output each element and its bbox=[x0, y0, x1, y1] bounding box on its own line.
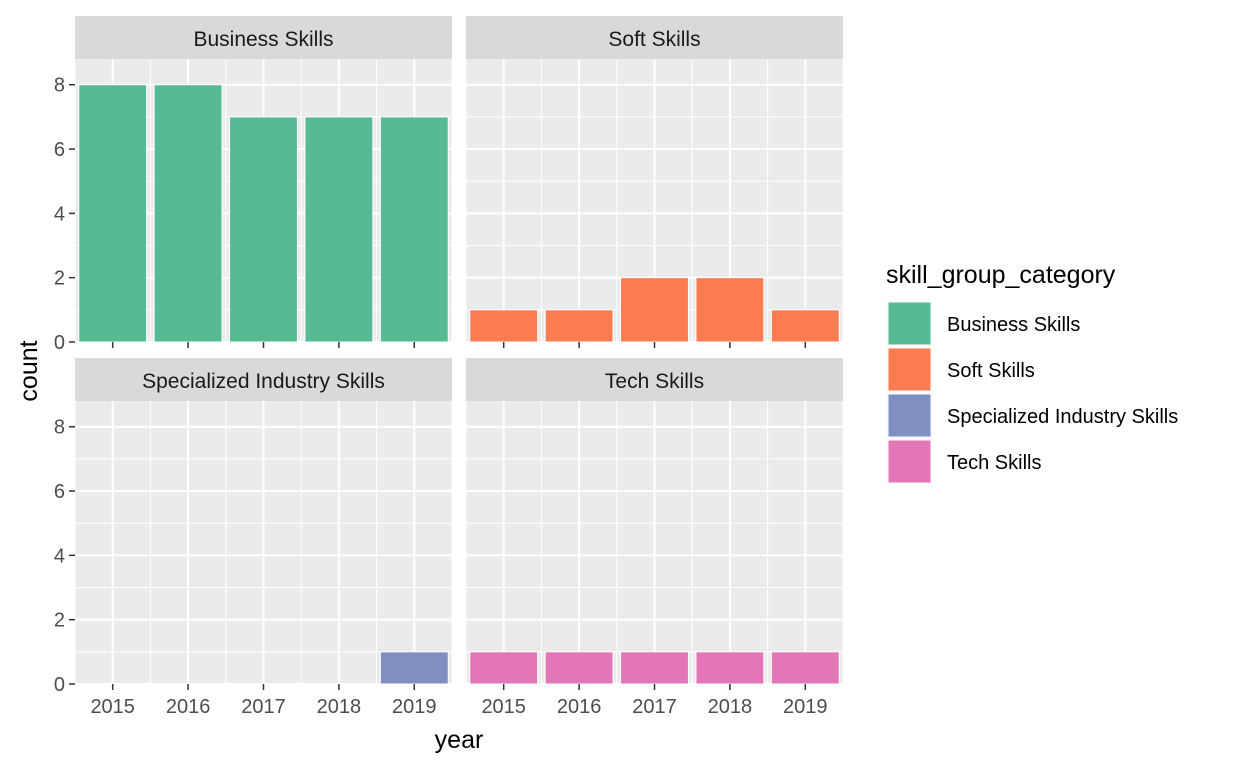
x-tick-label: 2016 bbox=[166, 696, 211, 718]
legend-swatch-specialized-industry-skills bbox=[887, 393, 932, 438]
facet-strip-label: Specialized Industry Skills bbox=[142, 370, 385, 393]
y-tick-label: 8 bbox=[54, 417, 65, 439]
bar-soft-skills-2015 bbox=[469, 309, 539, 343]
legend-label-specialized-industry-skills: Specialized Industry Skills bbox=[947, 406, 1178, 428]
legend-label-soft-skills: Soft Skills bbox=[947, 360, 1035, 382]
y-tick-label: 0 bbox=[54, 332, 65, 354]
bar-soft-skills-2017 bbox=[620, 277, 689, 343]
bar-soft-skills-2016 bbox=[544, 309, 614, 343]
bar-business-skills-2019 bbox=[379, 116, 449, 343]
legend-label-business-skills: Business Skills bbox=[947, 314, 1080, 336]
bar-business-skills-2016 bbox=[153, 84, 223, 343]
bar-soft-skills-2019 bbox=[770, 309, 840, 343]
y-axis-title: count bbox=[15, 340, 43, 401]
x-tick-label: 2017 bbox=[632, 696, 677, 718]
y-tick-label: 0 bbox=[54, 674, 65, 696]
bar-business-skills-2017 bbox=[229, 116, 298, 343]
panel-business-skills: Business Skills 0 2 4 6 8 bbox=[54, 16, 453, 354]
panel-specialized-industry-skills: Specialized Industry Skills 0 2 4 6 8 2015 2016… bbox=[54, 358, 453, 718]
bar-tech-skills-2019 bbox=[770, 651, 840, 685]
panel-soft-skills: Soft Skills bbox=[465, 16, 844, 348]
y-tick-label: 6 bbox=[54, 139, 65, 161]
y-tick-label: 2 bbox=[54, 268, 65, 290]
x-tick-label: 2019 bbox=[392, 696, 437, 718]
bar-specialized-industry-skills-2019 bbox=[379, 651, 449, 685]
facet-panels: Business Skills 0 2 4 6 8 Soft Skills Specializ… bbox=[54, 16, 844, 718]
facet-strip-label: Tech Skills bbox=[605, 370, 704, 393]
bar-tech-skills-2017 bbox=[620, 651, 689, 685]
bar-tech-skills-2016 bbox=[544, 651, 614, 685]
x-tick-label: 2016 bbox=[557, 696, 602, 718]
bar-business-skills-2015 bbox=[78, 84, 148, 343]
facet-strip-label: Soft Skills bbox=[608, 28, 700, 51]
y-tick-label: 6 bbox=[54, 481, 65, 503]
x-tick-label: 2018 bbox=[708, 696, 753, 718]
panel-tech-skills: Tech Skills 2015 2016 2017 2018 2019 bbox=[465, 358, 844, 718]
legend-swatch-tech-skills bbox=[887, 439, 932, 484]
bar-tech-skills-2018 bbox=[695, 651, 765, 685]
bar-tech-skills-2015 bbox=[469, 651, 539, 685]
facet-strip bbox=[466, 16, 843, 59]
x-tick-label: 2018 bbox=[317, 696, 362, 718]
legend-label-tech-skills: Tech Skills bbox=[947, 452, 1041, 474]
facet-strip bbox=[466, 358, 843, 401]
legend-title: skill_group_category bbox=[886, 261, 1116, 289]
x-tick-label: 2019 bbox=[783, 696, 828, 718]
y-tick-label: 2 bbox=[54, 610, 65, 632]
x-axis-title: year bbox=[435, 726, 484, 754]
facet-strip bbox=[75, 358, 452, 401]
x-tick-label: 2015 bbox=[90, 696, 135, 718]
bar-business-skills-2018 bbox=[304, 116, 374, 343]
y-tick-label: 4 bbox=[54, 545, 65, 567]
legend-swatch-business-skills bbox=[887, 301, 932, 346]
x-tick-label: 2015 bbox=[481, 696, 526, 718]
bar-soft-skills-2018 bbox=[695, 277, 765, 343]
y-tick-label: 4 bbox=[54, 203, 65, 225]
legend-swatch-soft-skills bbox=[887, 347, 932, 392]
facet-strip-label: Business Skills bbox=[193, 28, 333, 51]
x-tick-label: 2017 bbox=[241, 696, 286, 718]
legend: skill_group_category Business Skills Soft… bbox=[886, 261, 1178, 484]
y-tick-label: 8 bbox=[54, 75, 65, 97]
facet-strip bbox=[75, 16, 452, 59]
